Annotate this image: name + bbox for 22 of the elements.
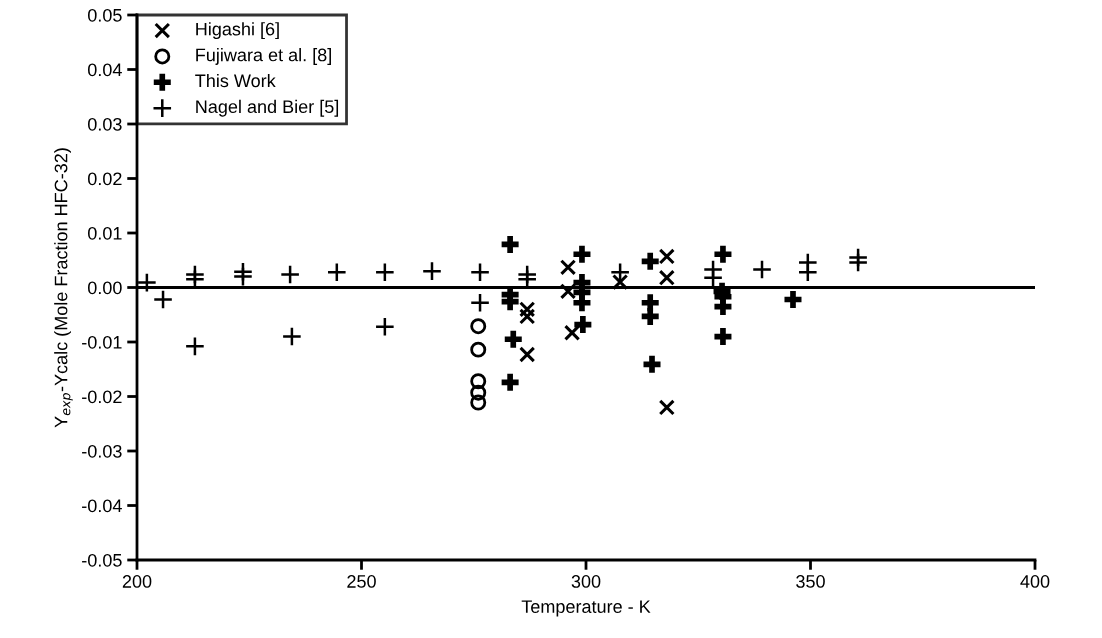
y-tick-label: 0.03 (87, 117, 122, 131)
y-tick-label: 0.02 (87, 172, 122, 186)
x-tick-label: 350 (796, 575, 825, 588)
x-tick-label: 200 (122, 575, 152, 588)
y-axis-title: Y$_{exp}$-Ycalc (Mole Fraction HFC-32) (54, 148, 73, 428)
y-tick-label: 0.00 (87, 281, 122, 295)
legend-label: Fujiwara et al. [8] (196, 48, 331, 65)
y-tick-label: -0.03 (82, 444, 122, 458)
x-tick-label: 300 (571, 575, 601, 588)
legend-label: This Work (195, 73, 276, 88)
y-tick-label: -0.01 (82, 335, 122, 349)
y-tick-label: -0.02 (82, 390, 122, 404)
y-tick-label: -0.04 (82, 499, 122, 513)
x-tick-label: 250 (347, 575, 376, 588)
legend-label: Nagel and Bier [5] (196, 99, 339, 117)
y-tick-label: 0.05 (87, 8, 122, 22)
y-tick-label: 0.04 (87, 63, 122, 77)
y-tick-label: 0.01 (87, 226, 122, 240)
x-axis-title: Temperature - K (521, 600, 651, 617)
legend-label: Higashi [6] (196, 22, 279, 40)
y-tick-label: -0.05 (82, 553, 122, 567)
x-tick-label: 400 (1020, 575, 1050, 588)
